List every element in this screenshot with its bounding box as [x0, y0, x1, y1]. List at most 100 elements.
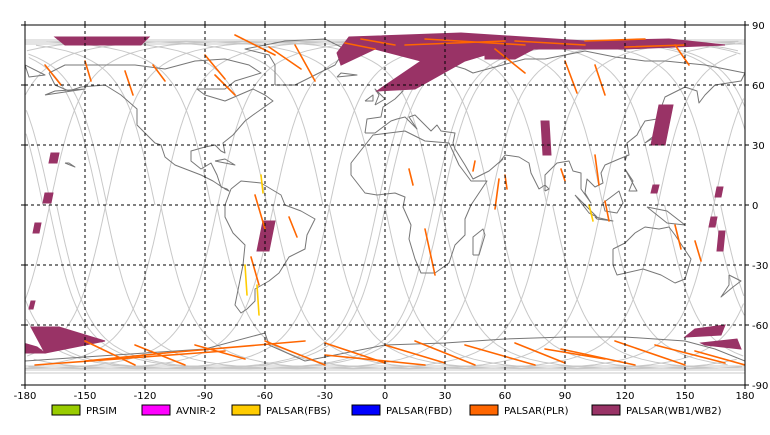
- legend-item: PALSAR(WB1/WB2): [591, 404, 722, 417]
- orbit-track: [27, 40, 737, 370]
- plr-strip: [544, 348, 606, 360]
- coastline: [214, 158, 236, 166]
- y-tick-label: 90: [752, 21, 765, 32]
- x-tick-label: 120: [615, 391, 634, 402]
- plr-strip: [694, 240, 702, 262]
- plr-strip: [654, 344, 726, 364]
- coastline: [544, 184, 550, 192]
- plr-strip: [424, 228, 436, 276]
- coastline: [594, 216, 614, 222]
- legend-label: PALSAR(FBD): [386, 406, 452, 417]
- y-tick-label: -30: [752, 261, 768, 272]
- wb-swath: [714, 186, 724, 198]
- plr-strip: [674, 224, 682, 250]
- plr-strip: [584, 38, 646, 42]
- legend-swatch: [51, 404, 81, 416]
- orbit-track: [25, 40, 745, 370]
- legend-item: PALSAR(FBD): [351, 404, 452, 417]
- coastline: [720, 274, 742, 298]
- fbs-strip: [244, 264, 248, 296]
- x-tick-label: -90: [197, 391, 213, 402]
- coastline: [374, 88, 386, 106]
- legend-swatch: [351, 404, 381, 416]
- plr-strip: [204, 54, 226, 80]
- wb-swath: [28, 300, 36, 310]
- observation-layer: [25, 32, 745, 366]
- coastline: [574, 194, 598, 218]
- fbs-strip: [260, 174, 264, 194]
- plr-strip: [324, 354, 426, 366]
- legend-label: PRSIM: [86, 406, 117, 417]
- plr-strip: [424, 38, 526, 46]
- x-tick-label: 30: [439, 391, 452, 402]
- wb-swath: [716, 230, 726, 252]
- coastline: [64, 162, 76, 168]
- plr-strip: [152, 64, 166, 82]
- x-tick-label: -60: [257, 391, 273, 402]
- coastline: [624, 168, 638, 192]
- coastline: [364, 94, 374, 102]
- x-tick-label: -120: [134, 391, 157, 402]
- plr-strip: [404, 40, 506, 46]
- plr-strip: [414, 340, 476, 366]
- legend-swatch: [231, 404, 261, 416]
- plr-strip: [84, 352, 166, 362]
- legend-item: PALSAR(PLR): [469, 404, 569, 417]
- plr-strip: [494, 48, 526, 74]
- x-tick-label: -180: [14, 391, 37, 402]
- coastline: [624, 154, 628, 162]
- wb-swath: [256, 220, 276, 252]
- plr-strip: [514, 342, 566, 364]
- axis-tick-layer: -180 -150 -120 -90 -60 -30 0 30 60 90 120 150 180 90 6…: [14, 21, 768, 402]
- legend-item: PRSIM: [51, 404, 117, 417]
- legend-label: PALSAR(PLR): [504, 406, 569, 417]
- plr-strip: [134, 344, 186, 366]
- plr-strip: [694, 350, 745, 366]
- y-tick-label: -60: [752, 321, 768, 332]
- coastline: [472, 228, 486, 256]
- y-tick-label: 0: [752, 201, 758, 212]
- x-tick-label: -150: [74, 391, 97, 402]
- fbs-strip: [256, 284, 260, 316]
- wb-swath: [540, 120, 552, 156]
- plr-strip: [264, 340, 326, 366]
- wb-swath: [42, 192, 54, 204]
- wb-swath: [683, 324, 726, 338]
- plr-strip: [604, 200, 610, 222]
- plr-strip: [268, 46, 302, 70]
- coastline: [25, 332, 745, 362]
- plr-strip: [294, 44, 316, 82]
- wb-swath: [48, 152, 60, 164]
- legend-item: PALSAR(FBS): [231, 404, 331, 417]
- orbit-track: [28, 40, 739, 370]
- legend-swatch: [141, 404, 171, 416]
- coastline: [25, 64, 46, 78]
- plr-strip: [594, 154, 600, 186]
- legend-label: PALSAR(WB1/WB2): [626, 406, 722, 417]
- plr-strip: [288, 216, 298, 238]
- plr-strip: [44, 64, 62, 86]
- legend-label: PALSAR(FBS): [266, 406, 331, 417]
- plr-strip: [472, 160, 476, 172]
- coastline: [602, 190, 624, 214]
- legend-item: AVNIR-2: [141, 404, 216, 417]
- grid-layer: [25, 25, 745, 385]
- y-tick-label: 60: [752, 81, 765, 92]
- orbit-track: [26, 40, 737, 370]
- coastline: [612, 226, 692, 284]
- wb-swath: [53, 36, 151, 46]
- orbit-track: [28, 40, 728, 370]
- wb-swath: [650, 184, 660, 194]
- plr-strip: [250, 256, 260, 286]
- y-tick-label: 30: [752, 141, 765, 152]
- legend-label: AVNIR-2: [176, 406, 216, 417]
- wb-swath: [25, 343, 47, 354]
- fbs-strip: [588, 204, 594, 222]
- plr-strip: [494, 178, 500, 210]
- plr-strip: [560, 168, 566, 182]
- coastline: [224, 180, 316, 314]
- x-tick-label: -30: [317, 391, 333, 402]
- wb-swath: [30, 326, 106, 354]
- plr-strip: [384, 344, 446, 364]
